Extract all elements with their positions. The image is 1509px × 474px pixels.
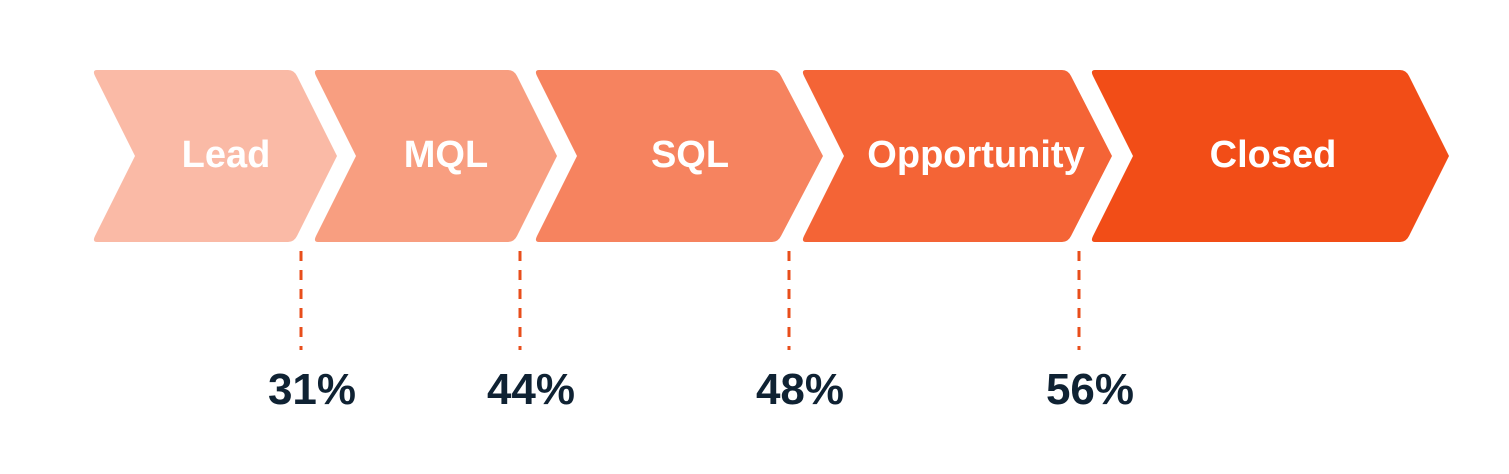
stage-closed-label: Closed: [1210, 134, 1337, 176]
stage-lead-chevron: [93, 70, 337, 242]
conversion-rate-opportunity-closed: 56%: [1046, 365, 1134, 414]
stage-sql-chevron: [535, 70, 823, 242]
stage-lead: Lead: [93, 70, 337, 242]
stage-opportunity-label: Opportunity: [867, 134, 1084, 176]
stage-mql-label: MQL: [404, 134, 488, 176]
stage-closed: Closed: [1091, 70, 1449, 242]
stage-lead-label: Lead: [182, 134, 271, 176]
conversion-rate-sql-opportunity: 48%: [756, 365, 844, 414]
stage-mql-chevron: [314, 70, 557, 242]
stage-sql-label: SQL: [651, 134, 729, 176]
conversion-rate-mql-sql: 44%: [487, 365, 575, 414]
stage-opportunity-chevron: [802, 70, 1112, 242]
stage-closed-chevron: [1091, 70, 1449, 242]
stage-sql: SQL: [535, 70, 823, 242]
stage-opportunity: Opportunity: [802, 70, 1112, 242]
stage-mql: MQL: [314, 70, 557, 242]
conversion-rate-lead-mql: 31%: [268, 365, 356, 414]
